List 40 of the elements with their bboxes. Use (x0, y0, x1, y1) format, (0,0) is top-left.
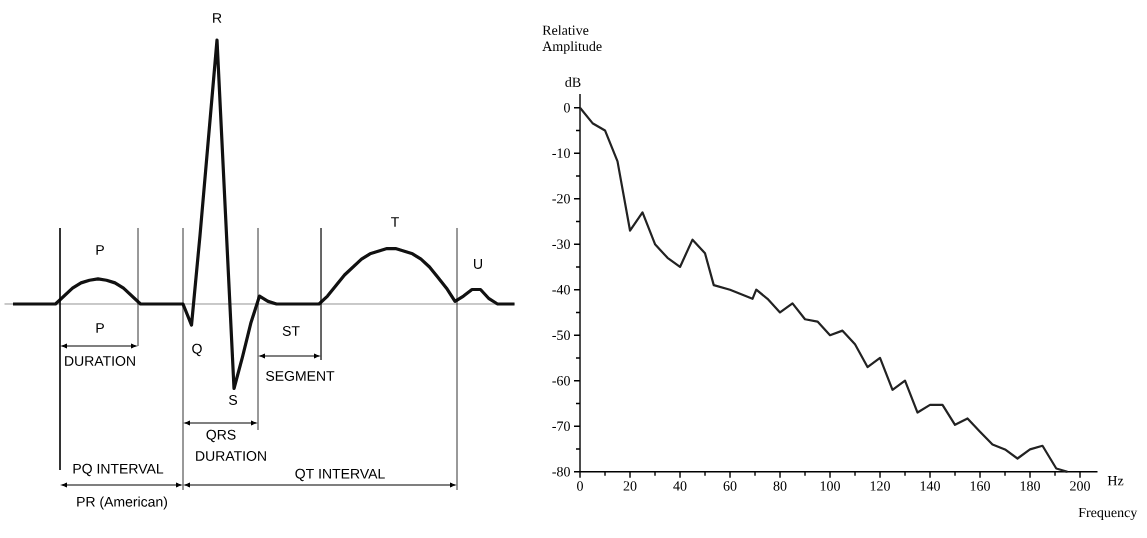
line-series (578, 106, 1069, 473)
text: R (213, 13, 222, 23)
y-tick-label: -60 (552, 375, 570, 386)
annotation: P (96, 245, 104, 255)
y-axis-title: Relative Amplitude (542, 25, 602, 54)
y-tick-label: 0 (564, 102, 570, 113)
x-tick-label: 20 (623, 481, 637, 491)
x-tick-label: 160 (970, 481, 990, 491)
x-tick-label: 200 (1070, 481, 1090, 491)
text: S (228, 395, 238, 405)
text: DURATION (196, 451, 266, 461)
annotation: U (474, 259, 482, 269)
y-tick-label: -30 (552, 239, 570, 249)
y-tick-label: -70 (552, 421, 570, 431)
x-tick-label: 40 (673, 481, 687, 491)
y-tick-label: -20 (552, 193, 570, 204)
annotation: Q (192, 343, 202, 357)
x-axis-title: Frequency (1078, 507, 1138, 521)
y-tick-label: -50 (552, 330, 570, 340)
x-tick-label: 0 (577, 481, 583, 491)
x-tick-label: 80 (773, 481, 787, 491)
text: PQ INTERVAL (73, 463, 164, 477)
x-tick-label: 60 (723, 481, 737, 491)
annotation: ST (282, 326, 300, 336)
text: QT INTERVAL (295, 468, 385, 482)
annotation: DURATION (65, 356, 135, 366)
x-tick-label: 100 (820, 481, 840, 491)
x-tick-label: 120 (870, 481, 890, 491)
x-tick-label: 140 (920, 481, 940, 491)
text: Hz (1107, 476, 1124, 486)
y-tick-label: -80 (552, 466, 570, 477)
annotation: SEGMENT (266, 371, 335, 381)
y-tick-label: -40 (552, 284, 570, 295)
y-tick-label: -10 (552, 148, 570, 158)
x-tick-label: 180 (1020, 481, 1040, 491)
text: dB (565, 77, 581, 87)
annotation: T (391, 217, 399, 227)
text: QRS (206, 429, 236, 443)
annotation: P (96, 323, 104, 333)
text: PR (American) (77, 496, 168, 510)
